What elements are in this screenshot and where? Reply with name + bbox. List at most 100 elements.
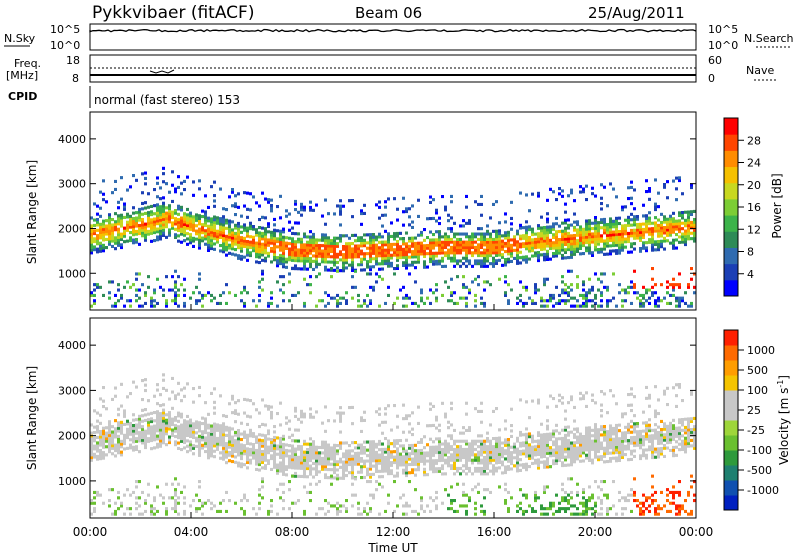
heatmap-cell [564,409,567,413]
heatmap-cell [558,248,561,252]
heatmap-cell [225,452,228,456]
heatmap-cell [528,296,531,300]
heatmap-cell [573,304,576,308]
heatmap-cell [165,509,168,513]
heatmap-cell [108,504,111,508]
heatmap-cell [171,170,174,174]
heatmap-cell [474,442,477,446]
heatmap-cell [174,222,177,226]
heatmap-cell [447,285,450,289]
heatmap-cell [666,231,669,235]
heatmap-cell [204,428,207,432]
heatmap-cell [231,190,234,194]
heatmap-cell [366,470,369,474]
heatmap-cell [606,231,609,235]
heatmap-cell [459,259,462,263]
heatmap-cell [102,443,105,447]
heatmap-cell [132,445,135,449]
heatmap-cell [321,254,324,258]
heatmap-cell [252,246,255,250]
heatmap-cell [144,408,147,412]
heatmap-cell [573,236,576,240]
heatmap-cell [162,411,165,415]
heatmap-cell [609,182,612,186]
heatmap-cell [147,211,150,215]
heatmap-cell [450,423,453,427]
heatmap-cell [447,442,450,446]
heatmap-cell [564,490,567,494]
heatmap-cell [453,439,456,443]
heatmap-cell [330,239,333,243]
heatmap-cell [96,250,99,254]
heatmap-cell [306,442,309,446]
heatmap-cell [132,230,135,234]
heatmap-cell [156,415,159,419]
heatmap-cell [315,304,318,308]
heatmap-cell [534,447,537,451]
heatmap-cell [321,233,324,237]
heatmap-cell [624,224,627,228]
heatmap-cell [471,280,474,284]
heatmap-cell [540,299,543,303]
heatmap-cell [180,216,183,220]
heatmap-cell [612,233,615,237]
heatmap-cell [183,485,186,489]
heatmap-cell [357,507,360,511]
heatmap-cell [222,441,225,445]
heatmap-cell [504,233,507,237]
heatmap-cell [504,236,507,240]
heatmap-cell [468,499,471,503]
heatmap-cell [630,212,633,216]
heatmap-cell [159,431,162,435]
heatmap-cell [162,501,165,505]
heatmap-cell [450,229,453,233]
heatmap-cell [681,192,684,196]
heatmap-cell [300,243,303,247]
heatmap-cell [222,457,225,461]
heatmap-cell [504,471,507,475]
heatmap-cell [672,225,675,229]
heatmap-cell [180,448,183,452]
heatmap-cell [309,412,312,416]
heatmap-cell [453,461,456,465]
heatmap-cell [216,232,219,236]
heatmap-cell [264,447,267,451]
heatmap-cell [345,463,348,467]
heatmap-cell [330,249,333,253]
heatmap-cell [246,207,249,211]
heatmap-cell [555,241,558,245]
heatmap-cell [327,419,330,423]
heatmap-cell [351,454,354,458]
heatmap-cell [357,512,360,516]
heatmap-cell [210,241,213,245]
heatmap-cell [387,251,390,255]
heatmap-cell [654,178,657,182]
heatmap-cell [555,232,558,236]
heatmap-cell [216,240,219,244]
heatmap-cell [273,234,276,238]
heatmap-cell [324,252,327,256]
heatmap-cell [573,454,576,458]
heatmap-cell [93,240,96,244]
heatmap-cell [501,455,504,459]
heatmap-cell [186,213,189,217]
heatmap-cell [204,221,207,225]
heatmap-cell [99,397,102,401]
heatmap-cell [579,230,582,234]
heatmap-cell [432,445,435,449]
heatmap-cell [138,210,141,214]
heatmap-cell [123,304,126,308]
heatmap-cell [267,459,270,463]
heatmap-cell [150,504,153,508]
heatmap-cell [564,444,567,448]
heatmap-cell [555,459,558,463]
heatmap-cell [102,399,105,403]
heatmap-cell [540,226,543,230]
heatmap-cell [582,296,585,300]
heatmap-cell [330,474,333,478]
heatmap-cell [351,285,354,289]
heatmap-cell [129,220,132,224]
heatmap-cell [210,448,213,452]
heatmap-cell [105,219,108,223]
heatmap-cell [615,222,618,226]
